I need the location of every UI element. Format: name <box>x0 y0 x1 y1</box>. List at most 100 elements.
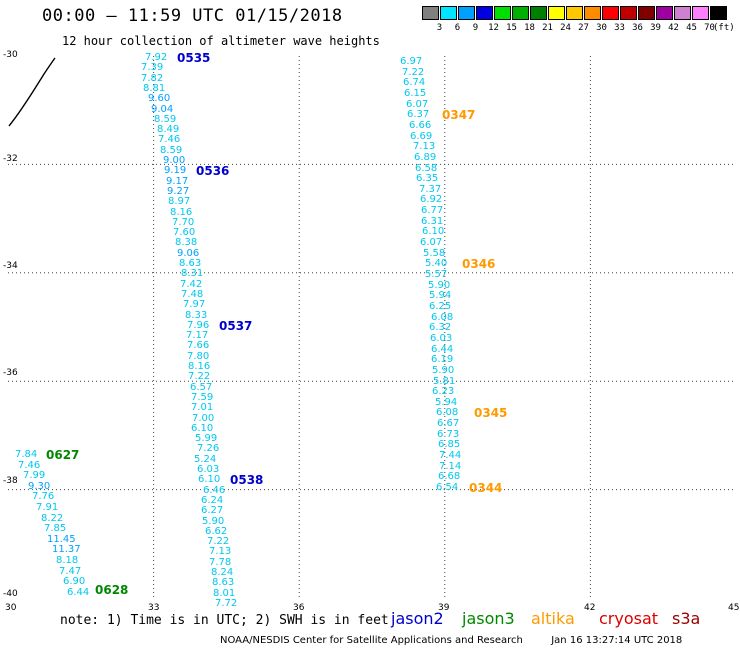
wave-height-value: 6.24 <box>201 494 224 506</box>
wave-height-value: 9.60 <box>148 93 171 105</box>
wave-height-value: 9.27 <box>167 185 190 197</box>
wave-height-value: 7.26 <box>197 443 220 455</box>
wave-height-value: 7.80 <box>187 350 210 362</box>
pass-time-label: 0537 <box>219 318 253 333</box>
wave-height-value: 5.90 <box>428 279 451 291</box>
wave-height-value: 8.22 <box>41 512 64 524</box>
wave-height-value: 6.10 <box>191 422 214 434</box>
lat-axis-label: -30 <box>3 50 18 60</box>
wave-height-value: 7.22 <box>188 371 211 383</box>
lat-axis-label: -40 <box>3 589 18 599</box>
wave-height-value: 5.94 <box>429 290 452 302</box>
color-scale-swatch <box>476 6 493 20</box>
color-scale-label: 24 <box>560 23 571 33</box>
wave-height-value: 11.37 <box>52 544 81 556</box>
lat-axis-label: -36 <box>3 368 18 378</box>
wave-height-value: 7.17 <box>186 330 209 342</box>
wave-height-value: 5.81 <box>433 375 456 387</box>
satellite-legend-s3a: s3a <box>672 609 701 628</box>
wave-height-value: 7.76 <box>32 491 55 503</box>
wave-height-value: 8.59 <box>160 144 183 156</box>
pass-time-label: 0347 <box>442 108 476 123</box>
satellite-legend-cryosat: cryosat <box>599 609 659 628</box>
wave-height-value: 6.92 <box>420 194 443 206</box>
wave-height-value: 9.00 <box>163 155 186 166</box>
color-scale-label: 9 <box>472 23 479 33</box>
wave-height-value: 7.60 <box>173 227 196 239</box>
wave-height-value: 7.72 <box>215 597 238 609</box>
color-scale-label: 42 <box>668 23 679 33</box>
wave-height-value: 6.15 <box>404 87 427 99</box>
wave-height-value: 7.13 <box>209 546 232 558</box>
color-scale-swatch <box>674 6 691 20</box>
wave-height-value: 6.35 <box>416 173 439 185</box>
wave-height-value: 6.23 <box>432 386 455 398</box>
wave-height-value: 6.68 <box>438 471 461 483</box>
wave-height-value: 9.06 <box>177 247 200 259</box>
wave-height-value: 11.45 <box>47 533 76 545</box>
color-scale-swatch <box>494 6 511 20</box>
wave-height-value: 7.78 <box>209 556 232 568</box>
wave-height-value: 9.04 <box>151 103 174 115</box>
wave-height-value: 7.22 <box>207 536 230 548</box>
color-scale-swatch <box>710 6 727 20</box>
color-scale-label: 45 <box>686 23 697 33</box>
color-scale-label: 70 <box>704 23 715 33</box>
lat-axis-label: -34 <box>3 261 18 271</box>
color-scale-swatch <box>638 6 655 20</box>
wave-height-value: 6.73 <box>437 428 460 440</box>
wave-height-value: 8.31 <box>181 268 204 280</box>
color-scale-swatch <box>440 6 457 20</box>
wave-height-value: 7.66 <box>187 340 210 352</box>
wave-height-value: 7.13 <box>413 141 436 153</box>
coastline <box>8 57 56 127</box>
color-scale-label: 21 <box>542 23 553 33</box>
wave-height-value: 6.66 <box>409 119 432 131</box>
wave-height-value: 9.17 <box>166 175 189 187</box>
color-scale-label: 30 <box>596 23 607 33</box>
color-scale-swatch <box>548 6 565 20</box>
wave-height-value: 8.18 <box>56 555 79 566</box>
wave-height-value: 7.96 <box>187 319 210 331</box>
wave-height-value: 8.24 <box>211 567 234 578</box>
wave-height-value: 6.07 <box>420 237 443 249</box>
wave-height-value: 6.08 <box>436 407 459 419</box>
color-scale-label: 27 <box>578 23 589 33</box>
wave-height-value: 7.44 <box>439 450 462 462</box>
color-scale-swatch <box>584 6 601 20</box>
wave-height-value: 6.74 <box>403 77 426 89</box>
wave-height-value: 7.59 <box>191 391 214 403</box>
pass-time-label: 0538 <box>230 473 264 488</box>
pass-time-label: 0346 <box>462 257 496 272</box>
wave-height-value: 6.03 <box>430 332 453 344</box>
wave-height-value: 7.91 <box>36 502 59 513</box>
pass-time-label: 0344 <box>469 481 503 495</box>
wave-height-value: 7.82 <box>141 72 164 84</box>
map-title: 00:00 – 11:59 UTC 01/15/2018 <box>42 6 343 26</box>
pass-time-label: 0628 <box>95 582 129 597</box>
lon-axis-label: 36 <box>293 603 305 613</box>
color-scale-label: 18 <box>524 23 535 33</box>
wave-height-value: 5.24 <box>194 453 217 465</box>
wave-height-value: 5.58 <box>423 247 446 259</box>
wave-height-value: 7.46 <box>18 459 41 471</box>
wave-height-value: 5.99 <box>195 433 218 445</box>
color-scale-swatch <box>566 6 583 20</box>
lon-axis-label: 30 <box>5 603 17 613</box>
wave-height-value: 8.38 <box>175 237 198 249</box>
satellite-legend-altika: altika <box>531 609 575 628</box>
color-scale-unit: (ft) <box>713 23 735 33</box>
wave-height-value: 6.54 <box>436 482 459 493</box>
wave-height-value: 6.37 <box>407 109 430 121</box>
wave-height-value: 8.63 <box>212 577 235 589</box>
lat-axis-label: -32 <box>3 154 18 164</box>
wave-height-value: 5.94 <box>435 396 458 408</box>
color-scale-swatch <box>692 6 709 20</box>
wave-height-value: 7.70 <box>172 216 195 228</box>
wave-height-value: 5.40 <box>425 258 448 270</box>
wave-height-value: 6.19 <box>431 354 454 366</box>
wave-height-value: 5.90 <box>432 364 455 376</box>
wave-height-value: 6.44 <box>67 586 90 598</box>
wave-height-value: 8.63 <box>179 258 202 269</box>
